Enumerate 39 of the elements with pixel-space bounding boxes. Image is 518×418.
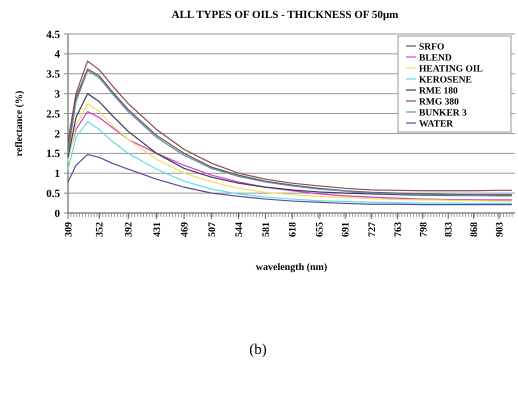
y-tick-label: 0.5 <box>46 188 60 200</box>
x-tick-label: 727 <box>366 222 378 237</box>
y-tick-label: 1 <box>54 168 60 180</box>
legend-label: KEROSENE <box>419 75 472 86</box>
x-tick-label: 309 <box>64 222 74 237</box>
legend-label: RMG 380 <box>419 97 460 108</box>
x-tick-label: 431 <box>152 222 164 237</box>
y-tick-label: 1.5 <box>46 148 60 160</box>
x-tick-label: 352 <box>94 222 106 237</box>
x-tick-label: 507 <box>207 222 218 237</box>
x-tick-label: 581 <box>260 222 272 237</box>
legend-label: HEATING OIL <box>419 64 483 74</box>
y-tick-label: 3 <box>54 88 60 101</box>
y-axis-title: reflectance (%) <box>14 90 25 156</box>
x-tick-label: 392 <box>124 222 135 237</box>
legend-label: RME 180 <box>419 86 458 96</box>
text: (b) <box>249 342 267 358</box>
y-tick-label: 4.5 <box>46 28 60 41</box>
x-tick-label: 655 <box>314 222 326 237</box>
legend-label: BLEND <box>419 53 452 64</box>
x-tick-label: 469 <box>180 222 191 237</box>
x-tick-label: 833 <box>444 222 455 237</box>
y-tick-label: 3.5 <box>46 68 60 81</box>
x-tick-label: 618 <box>288 222 299 237</box>
x-tick-label: 763 <box>392 222 404 237</box>
x-tick-label: 544 <box>234 222 246 237</box>
legend-label: SRFO <box>419 42 444 52</box>
legend-label: WATER <box>419 119 454 130</box>
y-tick-label: 2 <box>54 128 60 140</box>
x-tick-label: 868 <box>469 222 480 237</box>
y-tick-label: 0 <box>54 208 60 220</box>
legend-label: BUNKER 3 <box>419 108 468 118</box>
x-tick-label: 691 <box>340 222 352 237</box>
y-tick-label: 2.5 <box>46 108 60 120</box>
x-tick-label: 903 <box>494 222 506 237</box>
y-tick-label: 4 <box>54 48 60 61</box>
x-axis-title: wavelength (nm) <box>256 262 328 273</box>
x-tick-label: 798 <box>418 222 430 237</box>
chart-title: ALL TYPES OF OILS - THICKNESS OF 50µm <box>172 9 398 21</box>
